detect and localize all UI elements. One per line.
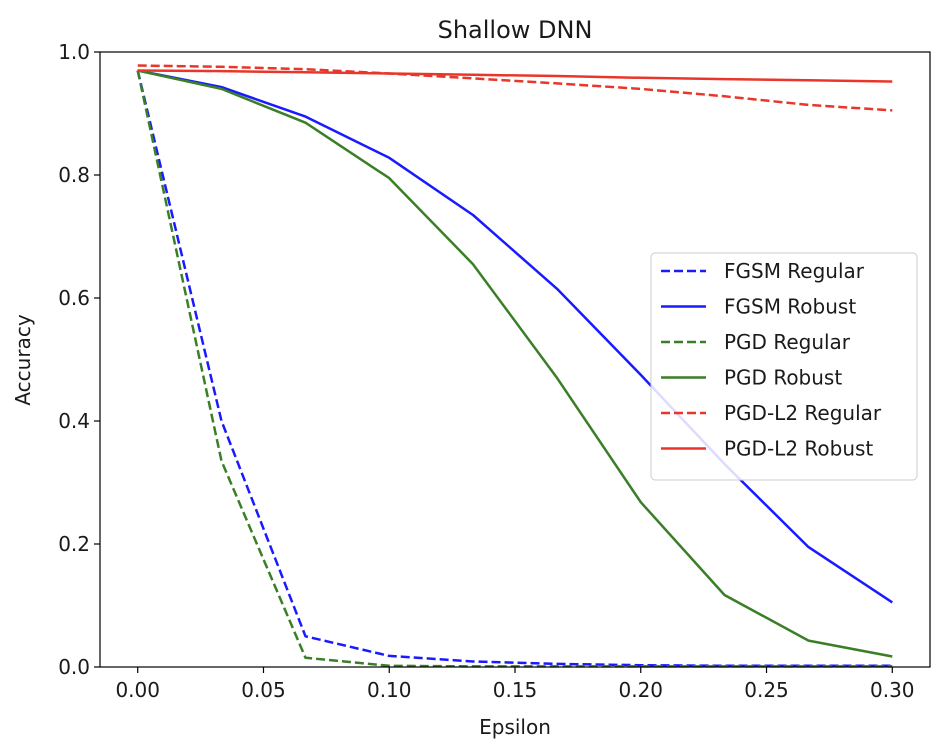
x-tick-label: 0.20 <box>618 678 663 702</box>
x-tick-label: 0.05 <box>241 678 286 702</box>
legend-label: PGD-L2 Robust <box>724 437 873 461</box>
legend-label: PGD Robust <box>724 366 842 390</box>
y-tick-label: 0.0 <box>58 655 90 679</box>
plot-frame <box>99 51 931 668</box>
x-tick-label: 0.25 <box>744 678 789 702</box>
x-axis-ticks: 0.00 0.05 0.10 0.15 0.20 0.25 0.30 <box>115 667 915 702</box>
series-line-pgd-robust <box>137 69 893 658</box>
x-tick-label: 0.30 <box>870 678 915 702</box>
series-line-pgd-l2-robust <box>137 69 893 83</box>
legend-box <box>650 252 918 481</box>
y-axis-ticks: 0.0 0.2 0.4 0.6 0.8 1.0 <box>58 40 100 679</box>
legend-label: PGD-L2 Regular <box>724 401 882 425</box>
series-line-fgsm-robust <box>137 69 893 604</box>
legend-label: FGSM Regular <box>724 259 865 283</box>
series-line-pgd-l2-regular <box>137 64 893 112</box>
y-tick-label: 0.8 <box>58 163 90 187</box>
y-tick-label: 0.6 <box>58 286 90 310</box>
y-axis-label: Accuracy <box>11 314 35 405</box>
x-tick-label: 0.10 <box>367 678 412 702</box>
legend: FGSM Regular FGSM Robust PGD Regular PGD Ro… <box>650 252 918 481</box>
y-tick-label: 1.0 <box>58 40 90 64</box>
x-axis-label: Epsilon <box>479 715 551 739</box>
y-tick-label: 0.2 <box>58 532 90 556</box>
y-tick-label: 0.4 <box>58 409 90 433</box>
chart-title: Shallow DNN <box>438 16 593 44</box>
x-tick-label: 0.15 <box>493 678 538 702</box>
legend-label: PGD Regular <box>724 330 851 354</box>
x-tick-label: 0.00 <box>115 678 160 702</box>
legend-label: FGSM Robust <box>724 295 856 319</box>
